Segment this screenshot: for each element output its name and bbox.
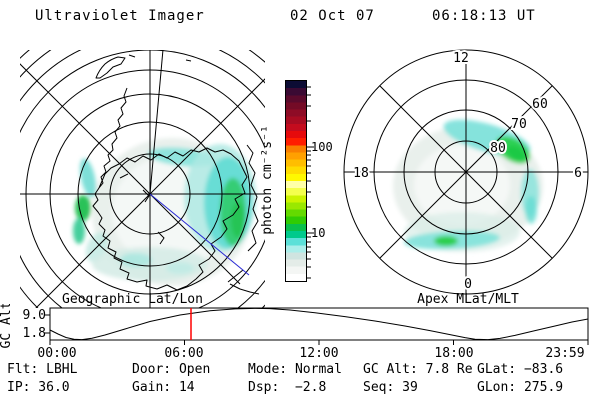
xtick-1800: 18:00 [434,346,473,361]
time-label: 06:18:13 UT [432,8,536,24]
status-ip: IP: 36.0 [7,380,70,395]
strip-chart-ticks [44,314,589,345]
status-mode: Mode: Normal [248,362,342,377]
status-gain: Gain: 14 [132,380,195,395]
colorbar-axis-label: photon cm⁻²s⁻¹ [260,125,275,235]
colorbar-tick-10: 10 [311,226,326,240]
strip-chart-frame [49,307,589,341]
mlat-mlt-grid [343,49,589,295]
aurora-image-geo [73,138,256,286]
latlon-grid [20,50,265,308]
status-seq: Seq: 39 [363,380,418,395]
date-label: 02 Oct 07 [290,8,375,24]
status-dsp: Dsp: −2.8 [248,380,327,395]
apex-polar-panel: 12 18 6 0 60 70 80 [343,49,589,295]
ytick-9: 9.0 [23,308,46,323]
mlt-label-6: 6 [574,166,582,181]
ytick-1-8: 1.8 [23,326,46,341]
geo-panel-caption: Geographic Lat/Lon [62,292,203,307]
coastline [92,54,260,295]
apex-panel-caption: Apex MLat/MLT [417,292,519,307]
xtick-1200: 12:00 [299,346,338,361]
mlat-label-60: 60 [532,97,548,112]
strip-chart-ylabel: GC Alt [0,304,14,348]
xtick-0000: 00:00 [37,346,76,361]
mlt-label-18: 18 [353,166,369,181]
xtick-0600: 06:00 [164,346,203,361]
orbit-track-line [149,193,250,276]
colorbar-gradient [285,80,307,282]
xtick-2359: 23:59 [545,346,584,361]
status-door: Door: Open [132,362,211,377]
colorbar-tick-100: 100 [311,140,333,154]
mlat-label-80: 80 [490,141,506,156]
gc-alt-curve [49,307,589,341]
mlt-label-0: 0 [464,277,472,292]
app-title: Ultraviolet Imager [35,8,205,24]
mlat-label-70: 70 [511,117,527,132]
mlt-label-12: 12 [453,51,469,66]
status-glon: GLon: 275.9 [477,380,564,395]
colorbar-ticks [307,86,314,279]
gc-alt-strip-chart: GC Alt 9.0 1.8 00:00 06:00 12:00 18:00 2… [0,304,589,361]
geographic-map-panel [20,50,265,308]
aurora-image-apex [393,119,543,252]
status-gc-alt: GC Alt: 7.8 Re [363,362,473,377]
status-glat: GLat: −83.6 [477,362,564,377]
status-flt: Flt: LBHL [7,362,78,377]
